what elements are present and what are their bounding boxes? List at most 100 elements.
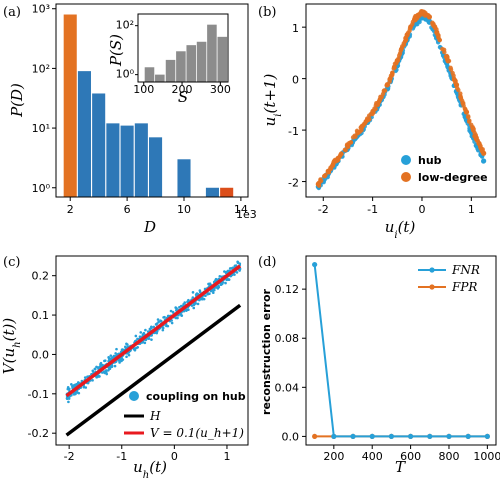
cloud-b-low-degree <box>348 140 354 145</box>
ytick-label-c-2: 0.0 <box>32 348 50 361</box>
cloud-b-low-degree <box>388 73 394 78</box>
cloud-c <box>66 386 70 389</box>
legend-marker-b-0 <box>401 155 411 165</box>
panel-label-b: (b) <box>258 5 276 20</box>
point-d-FNR-1 <box>331 433 337 440</box>
ytick-label-d-2: 0.08 <box>275 332 300 345</box>
xtick-label-a-1: 6 <box>124 203 131 216</box>
point-d-FNR-0 <box>312 261 318 268</box>
cloud-b-low-degree <box>317 179 322 185</box>
cloud-c <box>143 341 147 345</box>
bar-a-0 <box>63 14 77 198</box>
cloud-c <box>98 374 101 378</box>
ytick-label-d-1: 0.04 <box>275 381 300 394</box>
line-c-1 <box>65 264 242 398</box>
cloud-b-low-degree <box>476 141 481 146</box>
cloud-b-low-degree <box>412 15 417 20</box>
panel-d: 200 600 1000 400 800 0.0 0.04 0.08 0.12 Treconstr… <box>260 255 500 476</box>
cloud-b-low-degree <box>432 25 438 31</box>
cloud-c <box>139 331 143 334</box>
cloud-c <box>103 359 106 363</box>
cloud-c <box>125 342 128 346</box>
cloud-c <box>111 356 114 359</box>
cloud-b-low-degree <box>478 146 484 152</box>
inset-axes <box>137 13 229 83</box>
cloud-c <box>115 347 118 351</box>
cloud-b-low-degree <box>408 24 413 30</box>
cloud-c <box>233 264 237 268</box>
cloud-b-low-degree <box>407 28 412 33</box>
cloud-b-low-degree <box>352 133 357 138</box>
cloud-c <box>187 308 190 312</box>
cloud-b-low-degree <box>445 54 450 59</box>
line-d-FNR <box>313 264 488 438</box>
cloud-b-low-degree <box>458 94 463 100</box>
inset-bar-5 <box>196 41 207 82</box>
point-d-FNR-5 <box>407 433 414 440</box>
ytick-label-b-0: -2 <box>288 177 299 190</box>
cloud-b-low-degree <box>431 22 436 27</box>
cloud-c <box>216 287 220 290</box>
cloud-c <box>72 383 76 387</box>
cloud-c <box>114 352 117 355</box>
ylabel-c: V(uh(t)) <box>0 318 23 375</box>
bar-a-2 <box>92 93 106 197</box>
cloud-c <box>76 391 79 394</box>
line-c-0 <box>65 303 242 437</box>
cloud-c <box>208 282 212 286</box>
cloud-c <box>105 372 109 376</box>
cloud-c <box>174 306 177 309</box>
bar-a-4 <box>120 125 134 197</box>
cloud-c <box>104 369 108 372</box>
inset-ytick-label-1: 10² <box>116 19 134 32</box>
xtick-extra-label-d-1: 800 <box>438 450 459 463</box>
cloud-c <box>96 375 99 379</box>
ytick-label-a-0: 10⁰ <box>32 182 51 195</box>
cloud-b-low-degree <box>360 123 366 128</box>
cloud-b-low-degree <box>442 49 447 55</box>
cloud-b-low-degree <box>466 114 471 120</box>
cloud-b-low-degree <box>397 53 402 58</box>
ytick-label-c-3: 0.1 <box>32 309 50 322</box>
cloud-b-hub <box>413 22 419 27</box>
cloud-c <box>86 375 89 379</box>
cloud-b-low-degree <box>398 47 404 52</box>
inset-xtick-label-0: 100 <box>133 83 154 96</box>
xtick-label-d-1: 600 <box>400 450 421 463</box>
cloud-c <box>102 370 106 373</box>
cloud-c <box>125 355 128 359</box>
cloud-c <box>206 292 209 296</box>
ylabel-b: ui(t+1) <box>261 73 284 126</box>
cloud-c <box>183 301 187 304</box>
cloud-c <box>156 318 160 321</box>
ytick-label-b-1: -1 <box>288 125 299 138</box>
cloud-c <box>198 290 202 294</box>
ylabel-a: P(D) <box>8 83 26 118</box>
xtick-label-c-0: -2 <box>64 450 75 463</box>
cloud-c <box>107 367 111 371</box>
ytick-label-a-1: 10¹ <box>32 122 50 135</box>
cloud-c <box>163 315 166 319</box>
ytick-label-b-3: 1 <box>292 22 299 35</box>
cloud-c <box>100 371 104 374</box>
cloud-b-low-degree <box>435 31 440 37</box>
cloud-b-low-degree <box>387 79 392 84</box>
cloud-c <box>144 338 148 342</box>
cloud-b-low-degree <box>422 10 427 15</box>
cloud-b-low-degree <box>469 122 474 128</box>
point-d-FNR-9 <box>484 433 490 440</box>
cloud-c <box>147 337 151 340</box>
legend-label-c-2: V = 0.1(u_h+1) <box>150 426 244 440</box>
cloud-c <box>214 279 217 282</box>
cloud-c <box>227 278 231 281</box>
cloud-c <box>161 328 165 332</box>
cloud-b-low-degree <box>464 109 469 114</box>
legend-label-b-0: hub <box>418 154 442 167</box>
cloud-c <box>190 304 194 307</box>
inset-ylabel: P(S) <box>107 34 125 67</box>
cloud-c <box>166 314 170 318</box>
cloud-c <box>170 321 174 325</box>
legend-marker-c-0 <box>129 391 139 401</box>
cloud-c <box>196 302 200 306</box>
